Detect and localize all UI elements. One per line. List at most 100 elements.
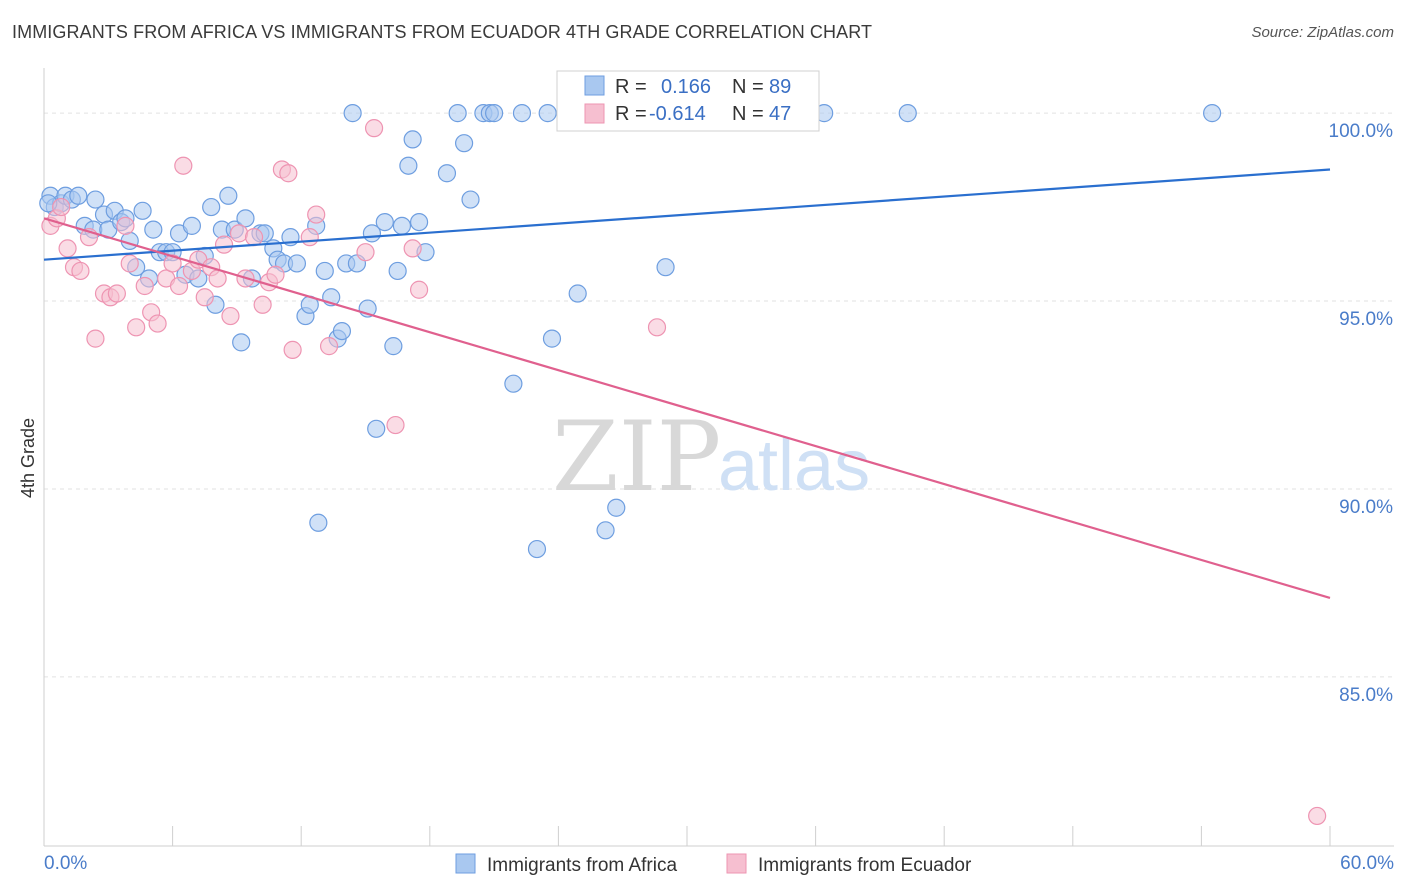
- africa-point: [399, 156, 418, 175]
- stats-r-value-ecuador: -0.614: [649, 103, 706, 125]
- legend-label-ecuador: Immigrants from Ecuador: [758, 855, 972, 876]
- ecuador-point: [300, 228, 319, 247]
- africa-point: [315, 261, 334, 281]
- legend-swatch-ecuador: [726, 853, 747, 874]
- ecuador-point: [1308, 806, 1327, 826]
- y-tick-labels: 100.0% 95.0% 90.0% 85.0%: [1329, 121, 1394, 706]
- stats-n-value-ecuador: 47: [769, 103, 791, 125]
- africa-point: [202, 197, 221, 217]
- ecuador-point: [253, 295, 272, 314]
- ecuador-point: [283, 340, 302, 359]
- ecuador-point: [386, 415, 405, 435]
- africa-point: [898, 104, 917, 123]
- africa-point: [219, 186, 238, 205]
- ecuador-point: [71, 261, 90, 281]
- stats-n-label-africa: N =: [732, 76, 764, 98]
- ecuador-point: [208, 269, 227, 288]
- africa-point: [144, 220, 163, 239]
- stats-n-label-ecuador: N =: [732, 103, 764, 125]
- y-tick-label: 85.0%: [1339, 685, 1393, 706]
- ecuador-point: [174, 156, 193, 175]
- y-tick-label: 90.0%: [1339, 497, 1393, 518]
- watermark-zip-text: ZIP: [552, 401, 721, 513]
- ecuador-point: [107, 284, 126, 303]
- africa-point: [607, 498, 626, 517]
- y-tick-label: 100.0%: [1329, 121, 1394, 142]
- africa-point: [568, 284, 587, 303]
- x-tick-label: 60.0%: [1340, 853, 1394, 874]
- africa-point: [504, 374, 523, 393]
- chart-title: IMMIGRANTS FROM AFRICA VS IMMIGRANTS FRO…: [12, 22, 873, 42]
- africa-point: [367, 419, 386, 438]
- stats-r-value-africa: 0.166: [661, 76, 711, 98]
- y-tick-label: 95.0%: [1339, 309, 1393, 330]
- ecuador-point: [356, 243, 375, 262]
- stats-swatch-africa: [584, 75, 605, 96]
- africa-point: [287, 254, 307, 273]
- africa-trend-line: [43, 168, 1331, 261]
- ecuador-points: [41, 119, 1327, 826]
- africa-point: [403, 130, 422, 149]
- ecuador-point: [135, 276, 154, 296]
- africa-point: [542, 329, 562, 348]
- x-tick-labels: 0.0% 60.0%: [44, 853, 1394, 874]
- ecuador-point: [403, 239, 422, 258]
- africa-point: [512, 104, 532, 123]
- africa-point: [388, 261, 407, 281]
- africa-point: [392, 216, 412, 235]
- ecuador-point: [244, 228, 264, 247]
- ecuador-point: [279, 164, 298, 183]
- africa-point: [236, 209, 255, 228]
- ecuador-point: [52, 197, 71, 217]
- watermark-atlas-text: atlas: [718, 426, 870, 506]
- trend-lines: [43, 168, 1331, 599]
- africa-point: [309, 513, 328, 532]
- africa-point: [437, 164, 457, 183]
- y-axis-label: 4th Grade: [18, 418, 38, 498]
- africa-point: [69, 186, 88, 205]
- watermark: ZIP atlas: [552, 401, 870, 513]
- ecuador-point: [214, 235, 234, 254]
- africa-point: [343, 104, 362, 123]
- africa-point: [232, 333, 251, 352]
- africa-point: [656, 258, 675, 277]
- ecuador-point: [195, 288, 214, 307]
- stats-r-label-ecuador: R =: [615, 103, 647, 125]
- africa-point: [596, 521, 615, 540]
- africa-point: [454, 134, 474, 153]
- ecuador-point: [221, 306, 240, 326]
- ecuador-point: [127, 318, 146, 337]
- africa-point: [461, 190, 480, 209]
- africa-point: [485, 104, 504, 123]
- ecuador-point: [169, 276, 189, 296]
- grid-lines: [44, 112, 1394, 678]
- legend-label-africa: Immigrants from Africa: [487, 855, 677, 876]
- legend-swatch-africa: [455, 853, 476, 874]
- africa-point: [527, 539, 547, 559]
- ecuador-point: [229, 224, 249, 243]
- bottom-legend: Immigrants from Africa Immigrants from E…: [455, 853, 972, 876]
- africa-point: [86, 190, 105, 209]
- africa-point: [375, 212, 394, 232]
- africa-point: [384, 337, 403, 356]
- ecuador-point: [319, 337, 339, 356]
- stats-n-value-africa: 89: [769, 76, 791, 98]
- africa-point: [332, 321, 352, 341]
- stats-box: R = 0.166 N = 89 R = -0.614 N = 47: [556, 70, 820, 132]
- ecuador-point: [86, 329, 105, 348]
- x-tick-label: 0.0%: [44, 853, 87, 874]
- ecuador-point: [116, 216, 135, 235]
- africa-point: [133, 201, 152, 220]
- stats-r-label-africa: R =: [615, 76, 647, 98]
- africa-point: [538, 104, 557, 123]
- stats-swatch-ecuador: [584, 103, 605, 124]
- ecuador-trend-line: [43, 217, 1331, 599]
- africa-point: [448, 104, 467, 123]
- ecuador-point: [647, 318, 667, 337]
- x-ticks: [43, 826, 1331, 846]
- ecuador-point: [409, 280, 429, 299]
- ecuador-point: [364, 119, 384, 138]
- africa-point: [409, 212, 429, 232]
- ecuador-point: [58, 239, 77, 258]
